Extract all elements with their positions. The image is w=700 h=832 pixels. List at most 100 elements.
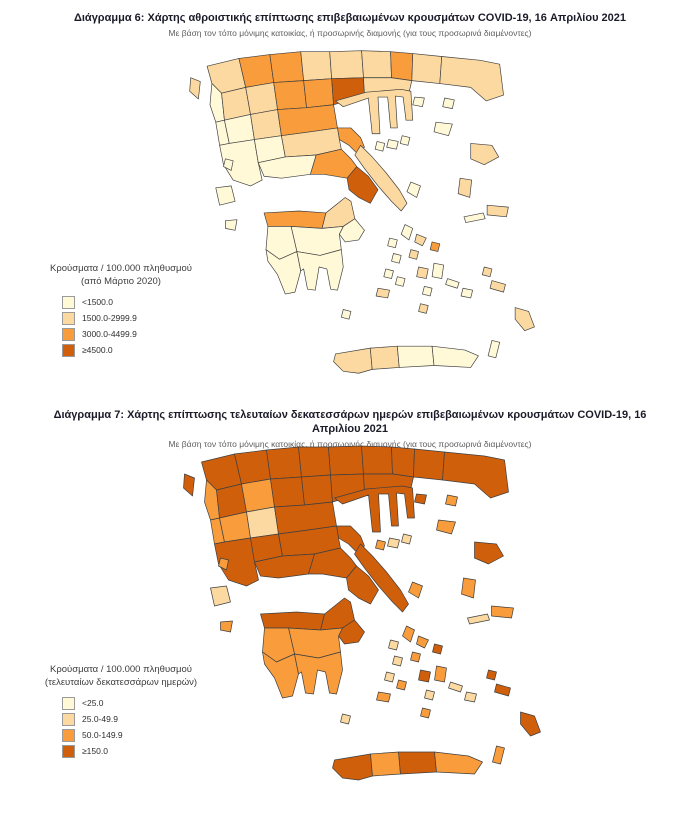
region-syros: [408, 249, 419, 260]
region-skyros: [406, 181, 421, 198]
region-laconia: [294, 651, 343, 695]
legend-label: ≥150.0: [82, 746, 108, 757]
region-chios: [457, 177, 473, 198]
legend-item: 3000.0-4499.9: [62, 327, 216, 341]
legend-swatch: [62, 295, 75, 309]
region-samothrace: [445, 494, 458, 507]
region-rethymno: [369, 345, 400, 370]
region-rhodes: [520, 711, 541, 737]
legend-swatch: [62, 728, 75, 742]
region-evia: [354, 543, 409, 613]
region-lefkada: [218, 557, 229, 571]
legend-item: <1500.0: [62, 295, 216, 309]
legend-label: ≥4500.0: [82, 345, 113, 356]
region-paros: [418, 669, 431, 683]
legend-item: 50.0-149.9: [62, 728, 216, 742]
region-pella: [269, 51, 304, 83]
region-kozani: [273, 80, 307, 110]
region-lasithi: [434, 751, 483, 775]
legend-items: <25.0 25.0-49.9 50.0-149.9 ≥150.0: [26, 696, 216, 758]
region-ios: [424, 689, 435, 701]
region-attica: [346, 166, 379, 204]
region-karpathos: [487, 340, 501, 359]
region-grevena: [241, 478, 275, 513]
legend-swatch: [62, 311, 75, 325]
legend-swatch: [62, 343, 75, 357]
chart-title-6: Διάγραμμα 6: Χάρτης αθροιστικής επίπτωση…: [73, 12, 627, 24]
region-mykonos: [432, 643, 443, 655]
legend-item: <25.0: [62, 696, 216, 710]
region-tinos: [416, 635, 429, 649]
region-paros: [416, 266, 429, 279]
region-kilkis: [300, 51, 332, 81]
region-aetolia: [219, 139, 263, 187]
region-lemnos: [433, 121, 453, 137]
region-alonissos: [399, 135, 411, 146]
legend-label: <1500.0: [82, 297, 113, 308]
region-karpathos: [492, 745, 505, 765]
region-tinos: [414, 233, 427, 247]
legend-swatch: [62, 327, 75, 341]
region-skopelos: [387, 537, 400, 549]
region-skiathos: [375, 539, 386, 551]
region-andros: [400, 224, 414, 241]
region-samos: [491, 605, 514, 619]
region-santorini: [420, 707, 431, 719]
region-corfu: [189, 77, 201, 100]
region-lesbos: [474, 541, 504, 565]
region-serifos: [383, 268, 394, 279]
region-sifnos: [395, 276, 406, 287]
region-imathia: [301, 474, 333, 506]
region-trikala: [250, 109, 282, 140]
region-samos: [486, 204, 509, 218]
region-mykonos: [429, 241, 441, 252]
region-chios: [461, 577, 476, 599]
legend-title-line2: (τελευταίων δεκατεσσάρων ημερών): [44, 677, 198, 689]
region-milos: [375, 287, 390, 299]
region-lemnos: [436, 519, 456, 535]
region-rhodope: [411, 53, 443, 84]
region-skyros: [408, 581, 423, 599]
region-sifnos: [396, 679, 407, 691]
chart-block-14day: Διάγραμμα 7: Χάρτης επίπτωσης τελευταίων…: [0, 409, 700, 832]
region-astypalea: [460, 287, 473, 299]
region-achaea: [260, 611, 325, 631]
region-trikala: [246, 506, 279, 539]
region-rhodes: [514, 307, 535, 332]
legend-14day: Κρούσματα / 100.000 πληθυσμού (τελευταίω…: [26, 663, 216, 761]
region-zakynthos: [220, 620, 233, 633]
legend-cumulative: Κρούσματα / 100.000 πληθυσμού (από Μάρτι…: [26, 262, 216, 360]
region-lesbos: [470, 143, 500, 165]
region-lefkada: [223, 158, 234, 171]
legend-items: <1500.0 1500.0-2999.9 3000.0-4499.9 ≥4500.0: [26, 295, 216, 357]
region-attica: [346, 565, 379, 605]
region-heraklion: [398, 751, 437, 775]
region-kea: [387, 237, 398, 249]
region-grevena: [245, 82, 278, 115]
region-evia: [354, 144, 408, 212]
region-pella: [266, 446, 302, 480]
legend-title-line2: (από Μάρτιο 2020): [81, 276, 161, 288]
legend-label: 50.0-149.9: [82, 730, 123, 741]
region-serres: [329, 50, 364, 80]
chart-subtitle-6: Με βάση τον τόπο μόνιμης κατοικίας, ή πρ…: [168, 27, 532, 38]
region-milos: [376, 691, 391, 703]
region-santorini: [418, 303, 429, 314]
legend-swatch: [62, 696, 75, 710]
chart-title-7: Διάγραμμα 7: Χάρτης επίπτωσης τελευταίων…: [53, 409, 647, 435]
region-naxos: [431, 262, 445, 279]
region-naxos: [434, 665, 447, 683]
legend-title-line1: Κρούσματα / 100.000 πληθυσμού: [50, 263, 192, 274]
legend-label: 25.0-49.9: [82, 714, 118, 725]
region-alonissos: [401, 533, 412, 545]
region-serifos: [384, 671, 395, 683]
region-ios: [422, 285, 433, 297]
region-andros: [402, 625, 415, 643]
region-lasithi: [431, 345, 479, 368]
region-kalymnos: [486, 669, 497, 681]
region-kythira: [340, 713, 351, 725]
region-skiathos: [374, 141, 386, 152]
region-thasos: [414, 493, 427, 505]
region-evros: [442, 451, 509, 499]
region-skopelos: [386, 139, 399, 150]
